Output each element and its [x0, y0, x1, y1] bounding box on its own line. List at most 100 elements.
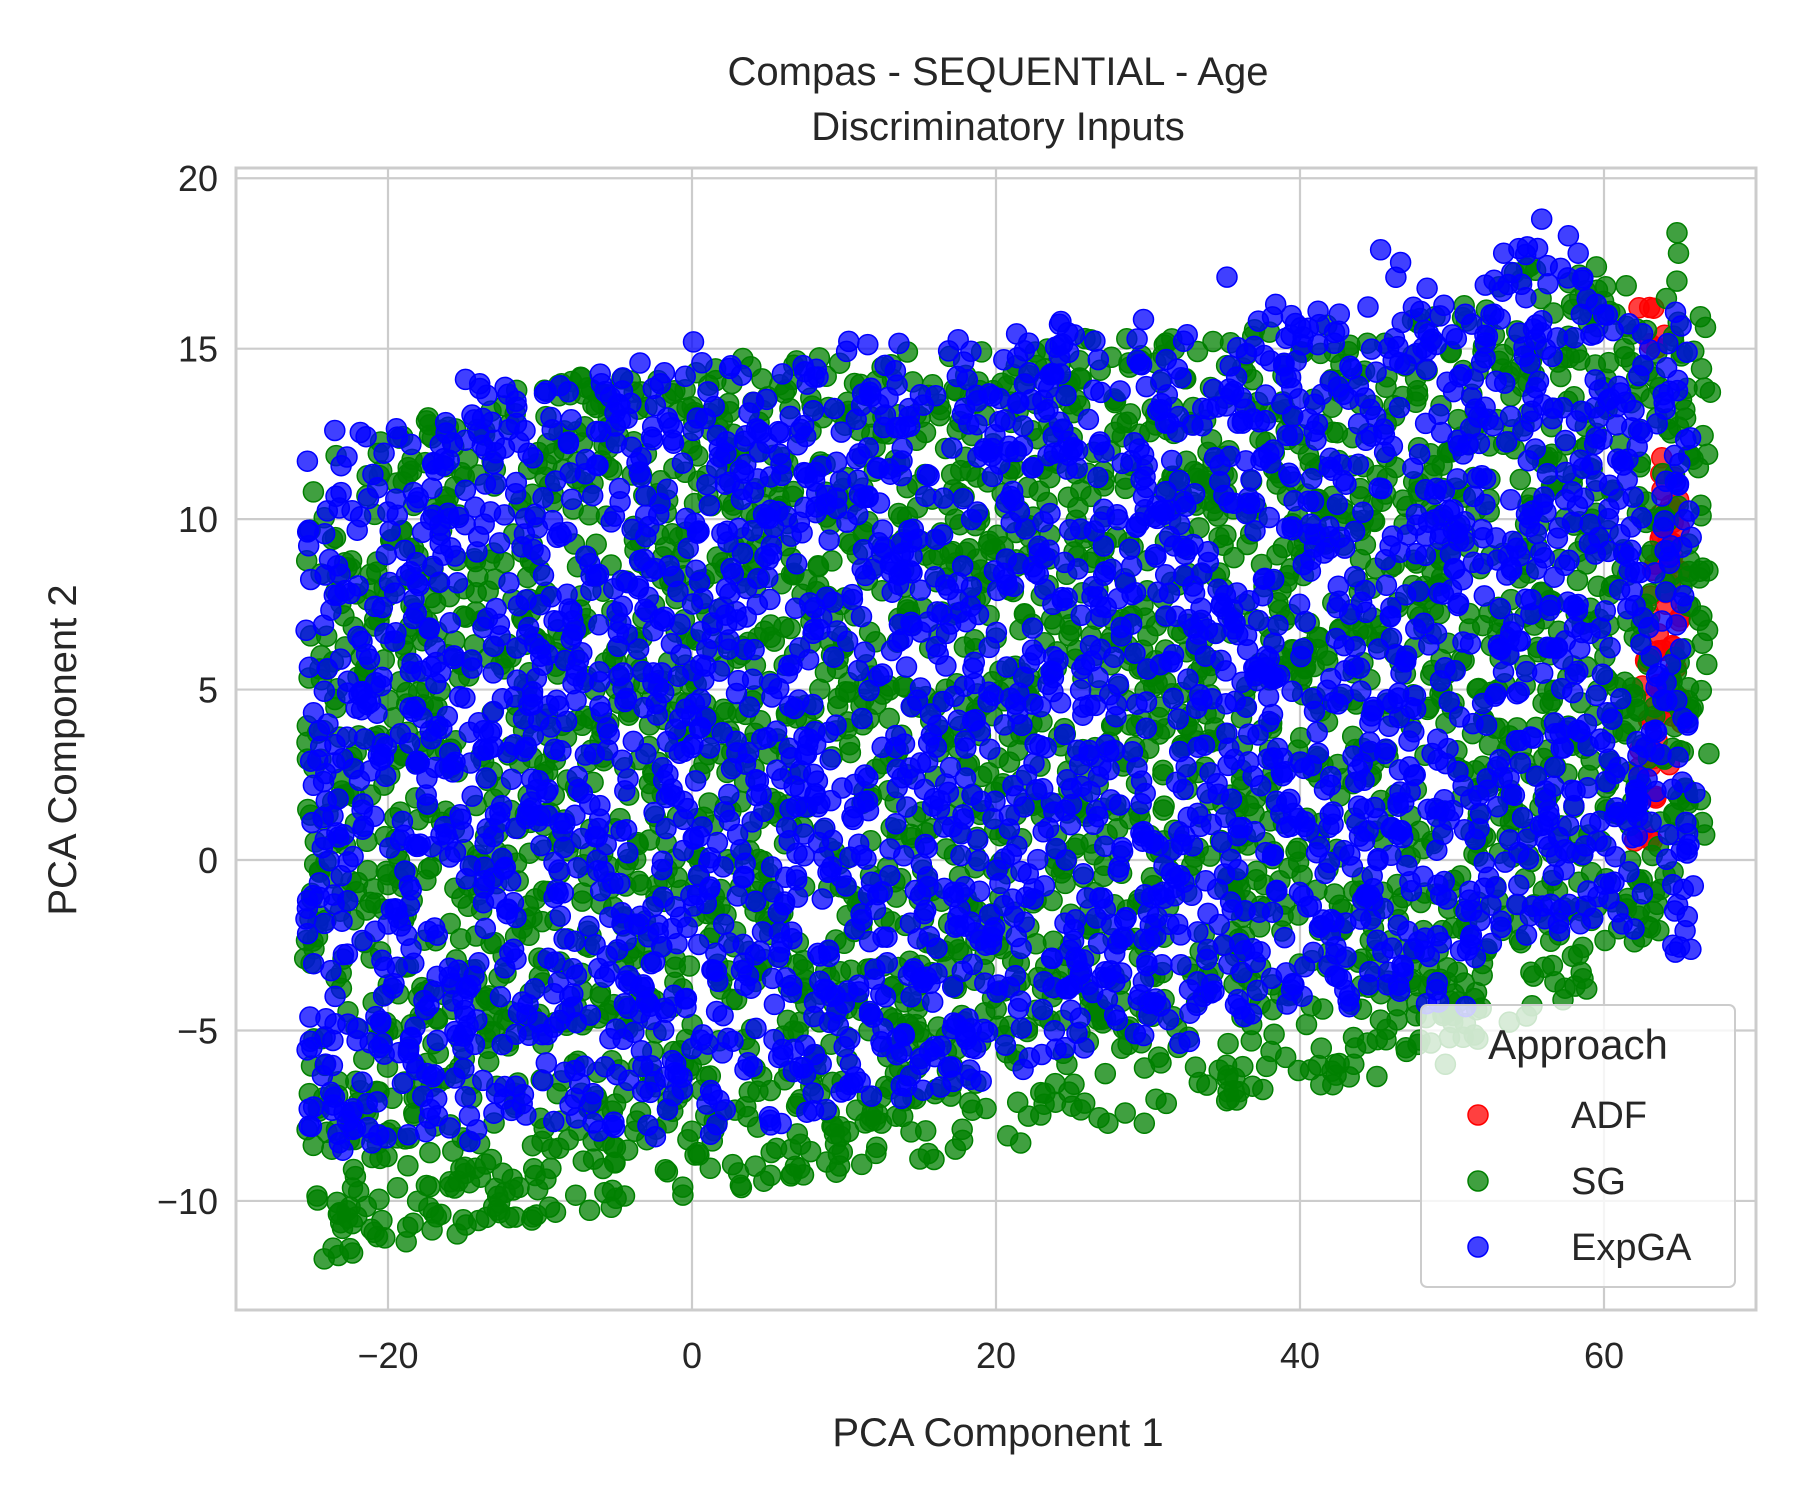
data-point: [1687, 456, 1710, 479]
data-point: [373, 442, 395, 464]
data-point: [336, 890, 359, 912]
data-point: [504, 1075, 527, 1098]
data-point: [391, 810, 414, 833]
data-point: [446, 572, 469, 594]
data-point: [609, 872, 631, 895]
data-point: [959, 911, 982, 933]
data-point: [438, 449, 460, 471]
data-point: [530, 834, 552, 857]
data-point: [836, 630, 859, 652]
data-point: [855, 848, 877, 870]
data-point: [650, 935, 673, 958]
data-point: [434, 411, 457, 434]
data-point: [807, 366, 829, 388]
data-point: [941, 437, 963, 459]
data-point: [868, 492, 891, 514]
data-point: [1666, 270, 1688, 292]
data-point: [500, 768, 523, 790]
data-point: [588, 614, 610, 636]
data-point: [1322, 1073, 1344, 1096]
data-point: [835, 875, 857, 897]
data-point: [652, 681, 675, 704]
data-point: [603, 1111, 625, 1133]
data-point: [511, 536, 533, 558]
data-point: [718, 783, 740, 806]
data-point: [1266, 544, 1288, 566]
data-point: [349, 505, 372, 528]
data-point: [676, 797, 699, 820]
data-point: [544, 1201, 567, 1223]
data-point: [448, 685, 471, 708]
data-point: [771, 363, 794, 385]
data-point: [1215, 524, 1237, 546]
data-point: [687, 864, 710, 886]
data-point: [560, 409, 582, 431]
data-point: [516, 1004, 538, 1026]
data-point: [596, 717, 618, 739]
data-point: [503, 686, 526, 708]
data-point: [635, 485, 657, 507]
data-point: [461, 657, 483, 679]
data-point: [857, 333, 879, 356]
data-point: [656, 1161, 679, 1183]
data-point: [925, 736, 948, 758]
data-point: [783, 1038, 805, 1060]
data-point: [316, 658, 339, 680]
data-point: [1232, 1055, 1254, 1078]
data-point: [741, 668, 764, 690]
data-point: [339, 1237, 361, 1260]
data-point: [806, 770, 829, 792]
data-point: [836, 511, 858, 533]
data-point: [848, 442, 871, 465]
data-point: [442, 990, 464, 1012]
data-point: [629, 1002, 651, 1024]
data-point: [1666, 222, 1688, 244]
data-point: [757, 566, 779, 589]
data-point: [682, 659, 704, 682]
data-point: [574, 463, 597, 485]
data-point: [550, 525, 573, 547]
data-point: [914, 1120, 937, 1142]
data-point: [1295, 1013, 1318, 1036]
data-point: [744, 890, 767, 913]
data-point: [302, 481, 325, 503]
data-point: [455, 868, 478, 890]
data-point: [461, 785, 483, 807]
data-point: [837, 1120, 860, 1143]
data-point: [912, 1079, 934, 1101]
data-point: [951, 1129, 974, 1152]
data-point: [387, 907, 410, 929]
data-point: [909, 579, 932, 601]
data-point: [505, 948, 527, 970]
data-point: [841, 806, 863, 828]
data-point: [755, 388, 778, 411]
data-point: [397, 1124, 419, 1146]
data-point: [746, 784, 768, 807]
data-point: [581, 484, 604, 507]
data-point: [780, 981, 802, 1003]
data-point: [415, 1174, 438, 1197]
data-point: [1316, 650, 1339, 672]
chart-title-line-2: Discriminatory Inputs: [811, 105, 1184, 149]
data-point: [950, 844, 972, 867]
data-point: [655, 786, 678, 809]
data-point: [662, 565, 685, 588]
data-point: [925, 635, 948, 658]
data-point: [398, 874, 421, 897]
data-point: [743, 638, 765, 661]
data-point: [683, 512, 706, 535]
data-point: [737, 1051, 759, 1074]
data-point: [385, 418, 408, 440]
data-point: [1689, 305, 1712, 328]
data-point: [397, 1155, 419, 1177]
data-point: [1627, 700, 1649, 722]
data-point: [383, 630, 406, 652]
data-point: [368, 1188, 390, 1211]
data-point: [715, 604, 737, 626]
data-point: [353, 728, 376, 750]
data-point: [758, 1105, 781, 1128]
data-point: [565, 1107, 588, 1129]
data-point: [332, 1139, 354, 1161]
data-point: [1145, 1088, 1167, 1110]
data-point: [951, 555, 974, 577]
